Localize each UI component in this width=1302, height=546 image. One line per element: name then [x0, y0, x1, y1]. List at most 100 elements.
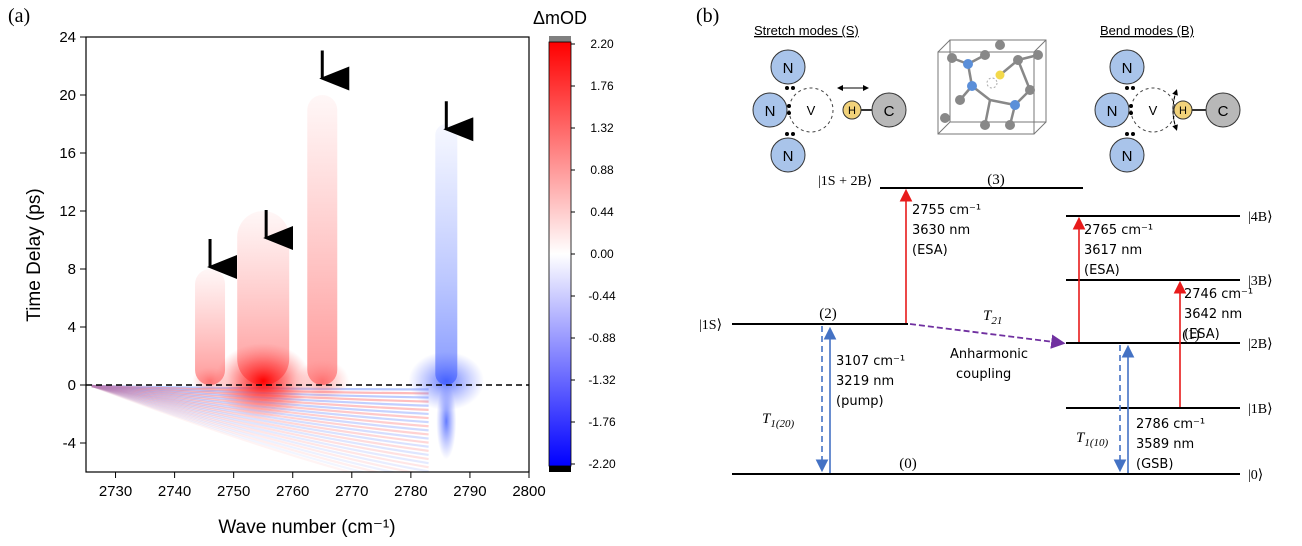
coherent-artifact-fringe	[91, 384, 429, 444]
coherent-artifact-fringe	[91, 384, 429, 461]
y-tick-label: 8	[68, 261, 76, 278]
heatmap-peak-3	[408, 351, 485, 411]
level-2b-label: |2B⟩	[1248, 337, 1273, 352]
heatmap-area	[91, 95, 485, 472]
trans-2786-line1: 2786 cm⁻¹	[1136, 417, 1205, 432]
svg-text:H: H	[848, 105, 856, 117]
x-tick-label: 2740	[158, 483, 191, 500]
heatmap-column-1	[237, 211, 290, 385]
coherent-artifact-fringe	[91, 384, 429, 440]
coherent-artifact-fringe	[91, 384, 429, 469]
svg-text:N: N	[1122, 148, 1133, 165]
energy-levels	[732, 187, 1240, 475]
heatmap-tail-3	[436, 383, 457, 460]
panel-a-label: (a)	[8, 5, 30, 27]
colorbar-tick-label: -1.32	[588, 373, 616, 387]
y-tick-label: 4	[68, 319, 76, 336]
y-axis-ticks: 24 20 16 12 8 4 0 -4	[59, 29, 86, 452]
level-number-1: (1)	[1182, 327, 1200, 343]
colorbar-tick-label: 1.32	[590, 121, 614, 135]
trans-3107-line2: 3219 nm	[836, 374, 894, 389]
svg-text:N: N	[783, 148, 794, 165]
stretch-modes-title: Stretch modes (S)	[754, 23, 859, 38]
heatmap-peak-2	[295, 360, 350, 402]
anharmonic-line1: Anharmonic	[950, 347, 1028, 362]
stretch-mode-schematic: N N N V H C	[752, 49, 907, 173]
x-axis-label: Wave number (cm⁻¹)	[218, 517, 395, 538]
x-tick-label: 2790	[453, 483, 486, 500]
colorbar-tick-label: 0.88	[590, 163, 614, 177]
coherent-artifact-fringe	[91, 384, 429, 448]
colorbar-ticks: 2.20 1.76 1.32 0.88 0.44 0.00 -0.44 -0.88 -1.32 -…	[571, 37, 616, 471]
svg-text:C: C	[884, 103, 895, 120]
crystal-structure-image	[937, 39, 1047, 135]
panel-b-label: (b)	[696, 5, 719, 27]
colorbar-tick-label: 1.76	[590, 79, 614, 93]
level-number-3: (3)	[987, 172, 1005, 188]
level-number-0: (0)	[899, 456, 917, 472]
nitrogen-atom	[770, 137, 806, 173]
level-1s-2b-label: |1S + 2B⟩	[818, 174, 872, 189]
carbon-atom	[1205, 92, 1241, 128]
trans-2765-line1: 2765 cm⁻¹	[1084, 223, 1153, 238]
trans-2765-line2: 3617 nm	[1084, 243, 1142, 258]
t21-label: T21	[983, 308, 1002, 327]
trans-2746-line3: (ESA)	[1184, 327, 1220, 342]
trans-2786-line2: 3589 nm	[1136, 437, 1194, 452]
nitrogen-atom	[752, 92, 788, 128]
colorbar-top-cap	[549, 36, 571, 42]
anharmonic-line2: coupling	[956, 367, 1011, 382]
trans-2765-line3: (ESA)	[1084, 263, 1120, 278]
bend-modes-title: Bend modes (B)	[1100, 23, 1194, 38]
level-3b-label: |3B⟩	[1248, 274, 1273, 289]
colorbar-tick-label: -2.20	[588, 457, 616, 471]
svg-text:H: H	[1179, 105, 1187, 117]
nitrogen-atom	[1094, 92, 1130, 128]
level-1b-label: |1B⟩	[1248, 402, 1273, 417]
svg-text:N: N	[1107, 103, 1118, 120]
heatmap-column-0	[195, 269, 226, 385]
y-tick-label: 24	[59, 29, 76, 46]
coherent-artifact-fringe	[91, 384, 429, 465]
x-tick-label: 2730	[99, 483, 132, 500]
carbon-atom	[871, 92, 907, 128]
colorbar-bottom-cap	[549, 466, 571, 472]
x-tick-label: 2750	[217, 483, 250, 500]
y-tick-label: 16	[59, 145, 76, 162]
trans-2746-line1: 2746 cm⁻¹	[1184, 287, 1253, 302]
colorbar	[548, 41, 572, 467]
svg-text:N: N	[1122, 60, 1133, 77]
colorbar-tick-label: -0.44	[588, 289, 616, 303]
colorbar-tick-label: 0.44	[590, 205, 614, 219]
coherent-artifact-fringe	[91, 384, 429, 452]
coherent-artifact-fringe	[91, 384, 367, 472]
plot-frame	[85, 36, 530, 473]
level-1s-label: |1S⟩	[699, 318, 722, 333]
anharmonic-coupling-arrow	[909, 323, 1066, 349]
colorbar-tick-label: 2.20	[590, 37, 614, 51]
trans-2786-line3: (GSB)	[1136, 457, 1173, 472]
colorbar-tick-label: 0.00	[590, 247, 614, 261]
nitrogen-atom	[1109, 137, 1145, 173]
trans-2755-line1: 2755 cm⁻¹	[912, 203, 981, 218]
heatmap-peak-1	[214, 343, 312, 419]
svg-text:N: N	[783, 60, 794, 77]
svg-text:C: C	[1218, 103, 1229, 120]
x-axis-ticks: 2730 2740 2750 2760 2770 2780 2790 2800	[99, 472, 546, 500]
y-tick-label: 0	[68, 377, 76, 394]
y-tick-label: -4	[63, 435, 76, 452]
heatmap-column-2	[307, 95, 338, 385]
coherent-artifact-fringe	[91, 384, 381, 472]
level-4b-label: |4B⟩	[1248, 210, 1273, 225]
trans-2755-line2: 3630 nm	[912, 223, 970, 238]
trans-2755-line3: (ESA)	[912, 243, 948, 258]
nitrogen-atom	[770, 49, 806, 85]
level-number-2: (2)	[819, 306, 837, 322]
colorbar-tick-label: -1.76	[588, 415, 616, 429]
t1-10-label: T1(10)	[1076, 430, 1109, 449]
bend-mode-schematic: N N N V H C	[1094, 49, 1241, 173]
y-tick-label: 20	[59, 87, 76, 104]
coherent-artifact-fringe	[91, 384, 429, 457]
colorbar-tick-label: -0.88	[588, 331, 616, 345]
